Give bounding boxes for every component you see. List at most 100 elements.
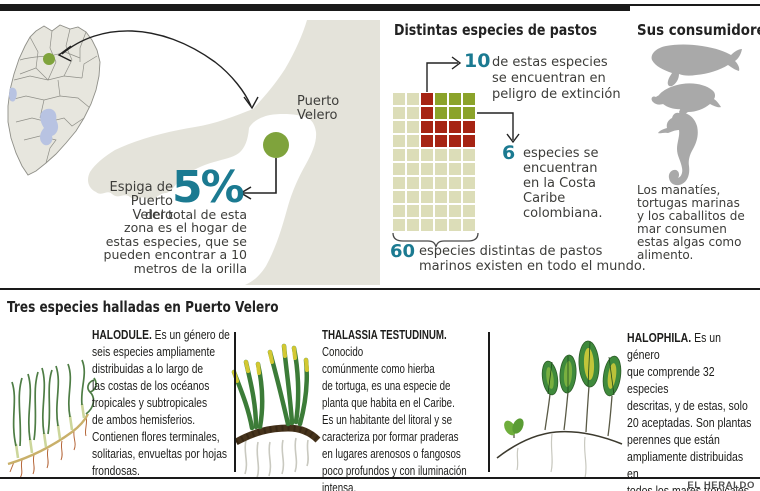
species-section-title: Tres especies halladas en Puerto Velero bbox=[7, 298, 279, 316]
text-line: alimento. bbox=[637, 248, 694, 262]
waffle-cell bbox=[393, 205, 405, 217]
waffle-cell bbox=[435, 149, 447, 161]
caribbean-arrow bbox=[477, 112, 520, 144]
waffle-cell bbox=[435, 163, 447, 175]
text-line: en lugares arenosos o fangosos bbox=[322, 447, 461, 461]
text-line: Velero bbox=[132, 208, 173, 223]
text-line: colombiana. bbox=[523, 206, 603, 221]
coverage-stat-text: del total de esta zona es el hogar de esta… bbox=[90, 208, 247, 275]
waffle-cell bbox=[407, 107, 419, 119]
waffle-cell bbox=[463, 219, 475, 231]
waffle-cell bbox=[421, 177, 433, 189]
consumers-text: Los manatíes, tortugas marinas y los cabal… bbox=[637, 184, 745, 262]
waffle-cell bbox=[435, 107, 447, 119]
waffle-cell bbox=[407, 121, 419, 133]
species-card-thalassia: THALASSIA TESTUDINUM. Conocido comúnment… bbox=[322, 327, 487, 491]
waffle-cell bbox=[449, 93, 461, 105]
land-shape bbox=[88, 20, 380, 285]
total-brace bbox=[392, 232, 479, 248]
text-line: intensa. bbox=[322, 481, 357, 491]
waffle-cell bbox=[407, 177, 419, 189]
waffle-cell bbox=[407, 191, 419, 203]
text-line: perennes que están bbox=[627, 433, 720, 447]
text-line: tropicales y subtropicales bbox=[92, 396, 208, 410]
manatee-icon bbox=[651, 44, 742, 87]
waffle-cell bbox=[393, 191, 405, 203]
map-zoom-arrow bbox=[57, 30, 259, 110]
text-line: mar consumen bbox=[637, 222, 727, 236]
endangered-arrow bbox=[426, 56, 462, 92]
text-line: marinos existen en todo el mundo. bbox=[419, 258, 646, 274]
text-line: Velero bbox=[297, 108, 338, 123]
waffle-cell bbox=[393, 107, 405, 119]
waffle-cell bbox=[435, 219, 447, 231]
waffle-cell bbox=[449, 219, 461, 231]
waffle-cell bbox=[435, 135, 447, 147]
waffle-cell bbox=[449, 163, 461, 175]
coastal-map bbox=[88, 20, 380, 285]
halophila-illustration bbox=[496, 340, 623, 479]
section-bottom-rule bbox=[0, 477, 760, 479]
waffle-cell bbox=[421, 219, 433, 231]
species-name: THALASSIA TESTUDINUM. bbox=[322, 328, 447, 342]
waffle-cell bbox=[407, 93, 419, 105]
text-line: solitarias, envueltas por hojas bbox=[92, 447, 228, 461]
consumers-panel-title: Sus consumidores bbox=[637, 21, 760, 39]
waffle-cell bbox=[407, 219, 419, 231]
lake-water bbox=[40, 108, 59, 146]
caribbean-text: especies se encuentran en la Costa Caribe co… bbox=[523, 146, 603, 221]
text-line: de tortuga, es una especie de bbox=[322, 379, 451, 393]
waffle-panel-title: Distintas especies de pastos bbox=[394, 21, 597, 39]
text-line: se encuentran en bbox=[492, 71, 606, 86]
text-line: estas algas como bbox=[637, 235, 742, 249]
text-line: Caribe bbox=[523, 191, 566, 206]
location-dot-small bbox=[43, 53, 55, 65]
espiga-label: Espiga de Puerto Velero bbox=[85, 181, 173, 223]
waffle-cell bbox=[421, 107, 433, 119]
river-water bbox=[9, 87, 17, 102]
waffle-cell bbox=[393, 135, 405, 147]
total-count: 60 bbox=[390, 241, 416, 262]
waffle-cell bbox=[463, 191, 475, 203]
text-line: de ambos hemisferios. bbox=[92, 413, 196, 427]
waffle-cell bbox=[449, 177, 461, 189]
text-line: distribuidas a lo largo de bbox=[92, 362, 204, 376]
top-thin-rule bbox=[0, 4, 760, 6]
waffle-cell bbox=[393, 177, 405, 189]
text-line: Los manatíes, bbox=[637, 183, 721, 197]
waffle-cell bbox=[407, 163, 419, 175]
waffle-cell bbox=[449, 121, 461, 133]
stat-pointer-arrow bbox=[239, 158, 277, 200]
text-line: las costas de los océanos bbox=[92, 379, 210, 393]
waffle-cell bbox=[393, 219, 405, 231]
species-waffle-grid bbox=[393, 93, 475, 231]
coverage-stat-value: 5% bbox=[172, 162, 245, 213]
text-line: poco profundos y con iluminación bbox=[322, 464, 467, 478]
waffle-cell bbox=[449, 149, 461, 161]
waffle-cell bbox=[435, 121, 447, 133]
text-line: caracteriza por formar praderas bbox=[322, 430, 459, 444]
waffle-cell bbox=[449, 205, 461, 217]
waffle-cell bbox=[407, 149, 419, 161]
text-line: en la Costa bbox=[523, 176, 596, 191]
waffle-cell bbox=[463, 177, 475, 189]
total-text: especies distintas de pastos marinos exis… bbox=[419, 244, 646, 274]
waffle-cell bbox=[421, 121, 433, 133]
text-line: pueden encontrar a 10 bbox=[103, 247, 247, 263]
waffle-cell bbox=[421, 191, 433, 203]
waffle-cell bbox=[407, 135, 419, 147]
text-line: 20 aceptadas. Son plantas bbox=[627, 416, 752, 430]
text-line: que comprende 32 especies bbox=[627, 365, 715, 396]
text-line: estas especies, que se bbox=[105, 233, 247, 249]
source-credit: EL HERALDO bbox=[687, 480, 755, 491]
consumer-icons bbox=[651, 44, 742, 186]
waffle-cell bbox=[463, 135, 475, 147]
text-line: Espiga de bbox=[109, 180, 173, 195]
column-divider-2 bbox=[488, 332, 490, 472]
species-name: HALOPHILA. bbox=[627, 331, 692, 345]
text-line: Es un habitante del litoral y se bbox=[322, 413, 453, 427]
waffle-cell bbox=[449, 191, 461, 203]
waffle-cell bbox=[393, 163, 405, 175]
text-line: seis especies ampliamente bbox=[92, 345, 216, 359]
